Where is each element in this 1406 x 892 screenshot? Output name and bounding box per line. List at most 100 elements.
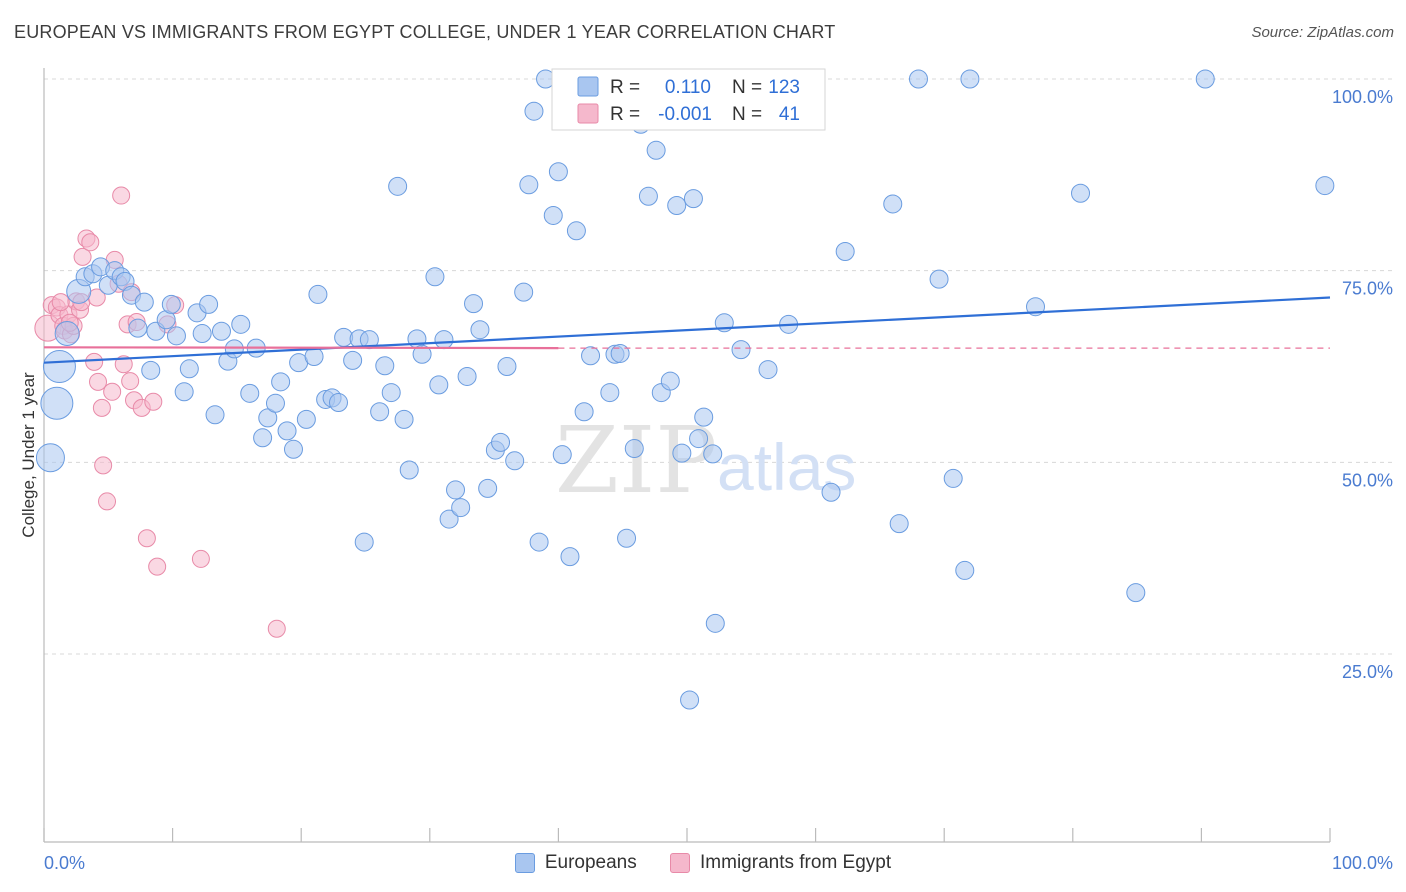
- european-point: [705, 613, 725, 633]
- european-point: [667, 196, 687, 215]
- european-point: [394, 409, 414, 429]
- european-point: [308, 284, 328, 304]
- egypt-point: [137, 529, 156, 548]
- european-point: [128, 318, 148, 338]
- egypt-point: [98, 492, 117, 511]
- european-point: [211, 321, 231, 341]
- european-point: [141, 360, 161, 380]
- european-point: [265, 393, 285, 413]
- european-point: [277, 421, 297, 441]
- legend-item-europeans[interactable]: Europeans: [514, 852, 637, 874]
- legend-swatch-egypt: [577, 103, 599, 124]
- european-point: [40, 386, 74, 420]
- egypt-point: [81, 233, 100, 252]
- european-point: [296, 409, 316, 429]
- egypt-point: [94, 456, 113, 475]
- european-point: [581, 346, 601, 366]
- european-point: [446, 480, 466, 500]
- watermark: ZIP atlas: [555, 407, 856, 514]
- european-point: [470, 320, 490, 340]
- european-point: [574, 402, 594, 422]
- european-point: [1195, 69, 1215, 89]
- source-label: Source: ZipAtlas.com: [1251, 24, 1394, 41]
- legend-r-value-1: 0.110: [665, 77, 711, 98]
- egypt-point: [112, 186, 131, 205]
- european-point: [328, 393, 348, 413]
- european-point: [552, 445, 572, 465]
- european-point: [343, 350, 363, 370]
- european-point: [434, 330, 454, 350]
- european-point: [179, 359, 199, 379]
- egypt-point: [51, 293, 70, 312]
- egypt-trend-line: [43, 346, 559, 350]
- egypt-point: [114, 355, 133, 374]
- european-point: [1071, 183, 1091, 203]
- european-point: [1315, 176, 1335, 196]
- european-point: [35, 443, 65, 473]
- european-point: [429, 375, 449, 395]
- legend-r-value-2: -0.001: [658, 104, 712, 125]
- x-tick-label-max: 100.0%: [1332, 853, 1393, 873]
- egypt-points: [34, 186, 286, 638]
- european-point: [457, 366, 477, 386]
- y-axis-label: College, Under 1 year: [19, 372, 38, 538]
- legend-item-egypt[interactable]: Immigrants from Egypt: [670, 852, 891, 874]
- european-point: [548, 162, 568, 182]
- y-tick-label-100: 100.0%: [1332, 87, 1393, 107]
- european-point: [883, 194, 903, 214]
- european-point: [908, 69, 928, 89]
- european-point: [703, 444, 723, 464]
- legend-n-value-2: 41: [779, 104, 800, 125]
- european-point: [388, 176, 408, 196]
- egypt-swatch: [670, 853, 691, 873]
- european-points: [35, 69, 1335, 710]
- european-point: [425, 267, 445, 287]
- european-point: [231, 314, 251, 334]
- egypt-point: [148, 557, 167, 576]
- european-point: [354, 532, 374, 552]
- y-tick-labels: 25.0% 50.0% 75.0% 100.0%: [1332, 87, 1393, 682]
- european-point: [174, 382, 194, 402]
- legend-n-label-1: N =: [732, 77, 762, 98]
- egypt-point: [73, 247, 92, 266]
- watermark-zip: ZIP: [555, 407, 717, 514]
- european-point: [192, 324, 212, 344]
- european-point: [683, 189, 703, 209]
- bottom-legend: Europeans Immigrants from Egypt: [0, 852, 1406, 879]
- european-point: [646, 140, 666, 160]
- x-tick-label-min: 0.0%: [44, 853, 85, 873]
- egypt-point: [191, 549, 210, 568]
- european-point: [451, 498, 471, 518]
- european-point: [240, 383, 260, 403]
- y-tick-label-25: 25.0%: [1342, 662, 1393, 682]
- european-point: [199, 294, 219, 314]
- european-point: [42, 350, 76, 383]
- y-tick-label-75: 75.0%: [1342, 279, 1393, 299]
- europeans-label: Europeans: [544, 852, 637, 873]
- european-point: [1126, 583, 1146, 603]
- gridlines: [44, 78, 1392, 655]
- european-point: [529, 532, 549, 552]
- european-point: [638, 186, 658, 206]
- egypt-point: [92, 398, 111, 417]
- european-point: [560, 547, 580, 567]
- europeans-trend-line: [43, 296, 1331, 364]
- egypt-point: [121, 372, 140, 391]
- legend-n-value-1: 123: [768, 77, 800, 98]
- european-point: [491, 432, 511, 452]
- european-point: [610, 343, 630, 363]
- european-point: [821, 482, 841, 502]
- european-point: [889, 514, 909, 534]
- european-point: [134, 292, 154, 312]
- chart-title: EUROPEAN VS IMMIGRANTS FROM EGYPT COLLEG…: [14, 22, 836, 42]
- european-point: [543, 205, 563, 225]
- european-point: [505, 451, 525, 471]
- european-point: [54, 321, 80, 347]
- european-point: [566, 221, 586, 241]
- trend-lines: [43, 296, 1331, 364]
- european-point: [258, 408, 278, 428]
- european-point: [600, 383, 620, 403]
- european-point: [943, 468, 963, 488]
- legend-n-label-2: N =: [732, 104, 762, 125]
